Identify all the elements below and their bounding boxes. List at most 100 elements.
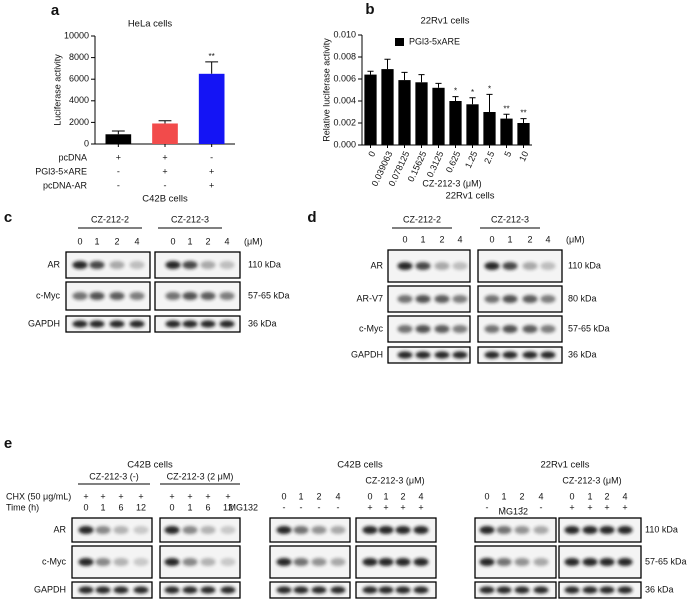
treatment-sign: -	[337, 502, 340, 512]
lane-label: 1	[383, 491, 388, 501]
band	[617, 586, 633, 594]
band	[496, 526, 512, 534]
band	[362, 558, 378, 566]
band	[502, 325, 518, 333]
band	[311, 558, 327, 566]
band	[129, 261, 145, 269]
treatment-sign: +	[622, 502, 627, 512]
lane-label: 2	[604, 491, 609, 501]
error-bar	[418, 74, 425, 83]
band	[219, 320, 235, 328]
blot	[558, 545, 642, 579]
lane-label: 6	[205, 502, 210, 512]
bar	[517, 123, 530, 145]
y-tick-label: 0.006	[333, 73, 356, 83]
treatment-sign: -	[503, 502, 506, 512]
blot-frame	[65, 315, 151, 333]
x-tick-label: 10	[517, 150, 530, 163]
band	[113, 526, 129, 534]
blot	[477, 346, 563, 364]
band	[413, 586, 429, 594]
band	[452, 325, 468, 333]
band	[164, 526, 180, 534]
blot	[269, 581, 351, 599]
blot-frame	[71, 581, 153, 599]
significance: *	[471, 88, 474, 97]
lane-label: 1	[94, 236, 99, 246]
lane-label: 0	[484, 491, 489, 501]
band	[133, 586, 149, 594]
blot-frame	[269, 581, 351, 599]
band	[514, 586, 530, 594]
blot	[71, 545, 153, 579]
bar	[198, 73, 225, 144]
band	[599, 526, 615, 534]
lane-label: 4	[134, 236, 139, 246]
error-bar	[384, 58, 391, 70]
lane-label: 2	[400, 491, 405, 501]
band	[78, 526, 94, 534]
band	[522, 262, 538, 270]
blot-title: C42B cells	[142, 194, 188, 205]
lane-label: 12	[136, 502, 146, 512]
treatment-sign: -	[300, 502, 303, 512]
blot-title: 22Rv1 cells	[540, 460, 589, 471]
blot	[387, 346, 471, 364]
y-tick-label: 2000	[69, 117, 89, 127]
row-label: c-Myc	[359, 323, 383, 333]
band	[452, 295, 468, 303]
treatment-sign: +	[604, 502, 609, 512]
y-tick-label: 0	[84, 138, 89, 148]
band	[330, 558, 346, 566]
group-label: CZ-212-3	[171, 214, 209, 224]
condition-sign: -	[210, 152, 213, 162]
lane-label: 4	[545, 234, 550, 244]
band	[200, 261, 216, 269]
blot	[474, 581, 557, 599]
lane-label: 2	[114, 236, 119, 246]
band	[362, 586, 378, 594]
band	[484, 295, 500, 303]
blot	[477, 315, 563, 343]
lane-label: 2	[316, 491, 321, 501]
panel-letter: d	[307, 209, 316, 226]
error-bar	[503, 113, 510, 119]
band	[95, 558, 111, 566]
band	[133, 558, 149, 566]
condition-label: PGl3-5×ARE	[35, 166, 87, 176]
condition-sign: +	[162, 166, 167, 176]
group-label: CZ-212-3 (μM)	[365, 475, 424, 485]
condition-sign: -	[117, 180, 120, 190]
lane-label: 0	[489, 234, 494, 244]
lane-label: 2	[519, 491, 524, 501]
band	[219, 261, 235, 269]
significance: **	[503, 104, 509, 113]
band	[564, 526, 580, 534]
x-tick-label: 0	[366, 150, 377, 159]
band	[219, 292, 235, 300]
kda-label: 57-65 kDa	[568, 323, 610, 333]
band	[95, 526, 111, 534]
band	[200, 586, 216, 594]
chart-title: 22Rv1 cells	[420, 16, 469, 27]
legend-label: PGl3-5xARE	[409, 36, 460, 46]
lane-label: 4	[457, 234, 462, 244]
lane-label: 2	[205, 236, 210, 246]
band	[113, 558, 129, 566]
kda-label: 57-65 kDa	[645, 556, 687, 566]
blot	[65, 251, 151, 279]
band	[413, 526, 429, 534]
band	[522, 351, 538, 359]
band	[496, 558, 512, 566]
band	[415, 262, 431, 270]
band	[484, 351, 500, 359]
treatment-sign: +	[83, 491, 88, 501]
row-label: GAPDH	[34, 584, 66, 594]
bar	[415, 82, 428, 145]
row-label: c-Myc	[36, 290, 60, 300]
lane-label: 1	[420, 234, 425, 244]
band	[95, 586, 111, 594]
error-bar	[111, 130, 125, 135]
blot	[154, 315, 241, 333]
